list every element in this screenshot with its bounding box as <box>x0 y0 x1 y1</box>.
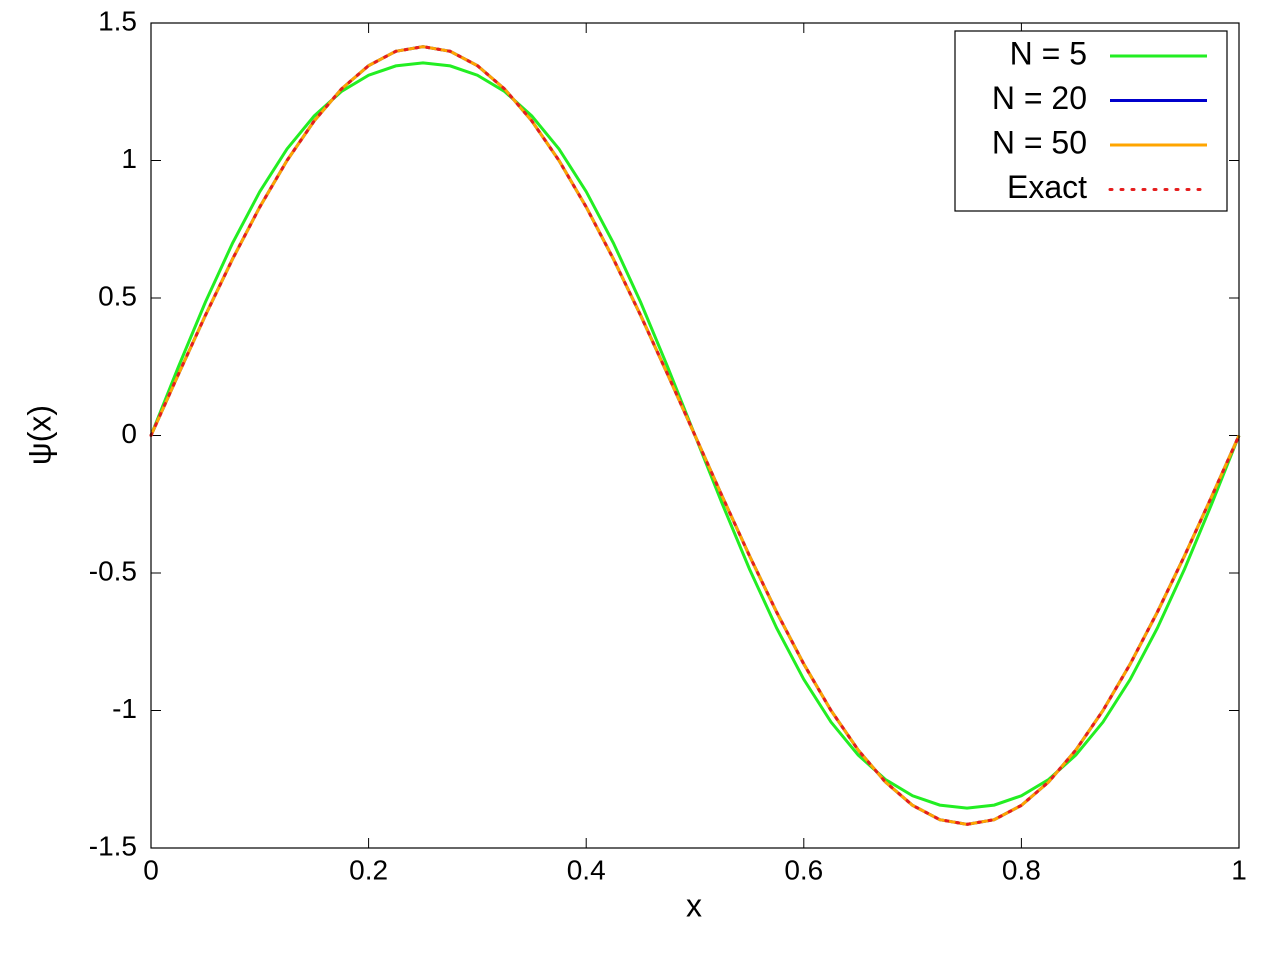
y-axis-label: ψ(x) <box>21 405 57 465</box>
legend-label: Exact <box>1007 169 1087 205</box>
y-tick-label: 0 <box>121 418 137 449</box>
x-tick-label: 0 <box>143 854 159 885</box>
y-tick-label: 1 <box>121 143 137 174</box>
plot-frame <box>150 22 1240 849</box>
legend-label: N = 50 <box>992 124 1087 160</box>
y-tick-label: -1.5 <box>89 830 137 861</box>
series-line <box>149 45 1241 826</box>
legend-label: N = 20 <box>992 80 1087 116</box>
x-tick-label: 0.8 <box>1002 854 1041 885</box>
x-tick-label: 1 <box>1231 854 1247 885</box>
y-tick-label: 1.5 <box>98 5 137 36</box>
legend-box <box>954 30 1228 212</box>
legend-label: N = 5 <box>1010 35 1087 71</box>
y-tick-label: -1 <box>112 693 137 724</box>
x-tick-label: 0.4 <box>567 854 606 885</box>
x-axis-label: x <box>686 887 702 923</box>
x-tick-label: 0.6 <box>784 854 823 885</box>
y-tick-label: 0.5 <box>98 280 137 311</box>
y-tick-label: -0.5 <box>89 555 137 586</box>
x-tick-label: 0.2 <box>349 854 388 885</box>
